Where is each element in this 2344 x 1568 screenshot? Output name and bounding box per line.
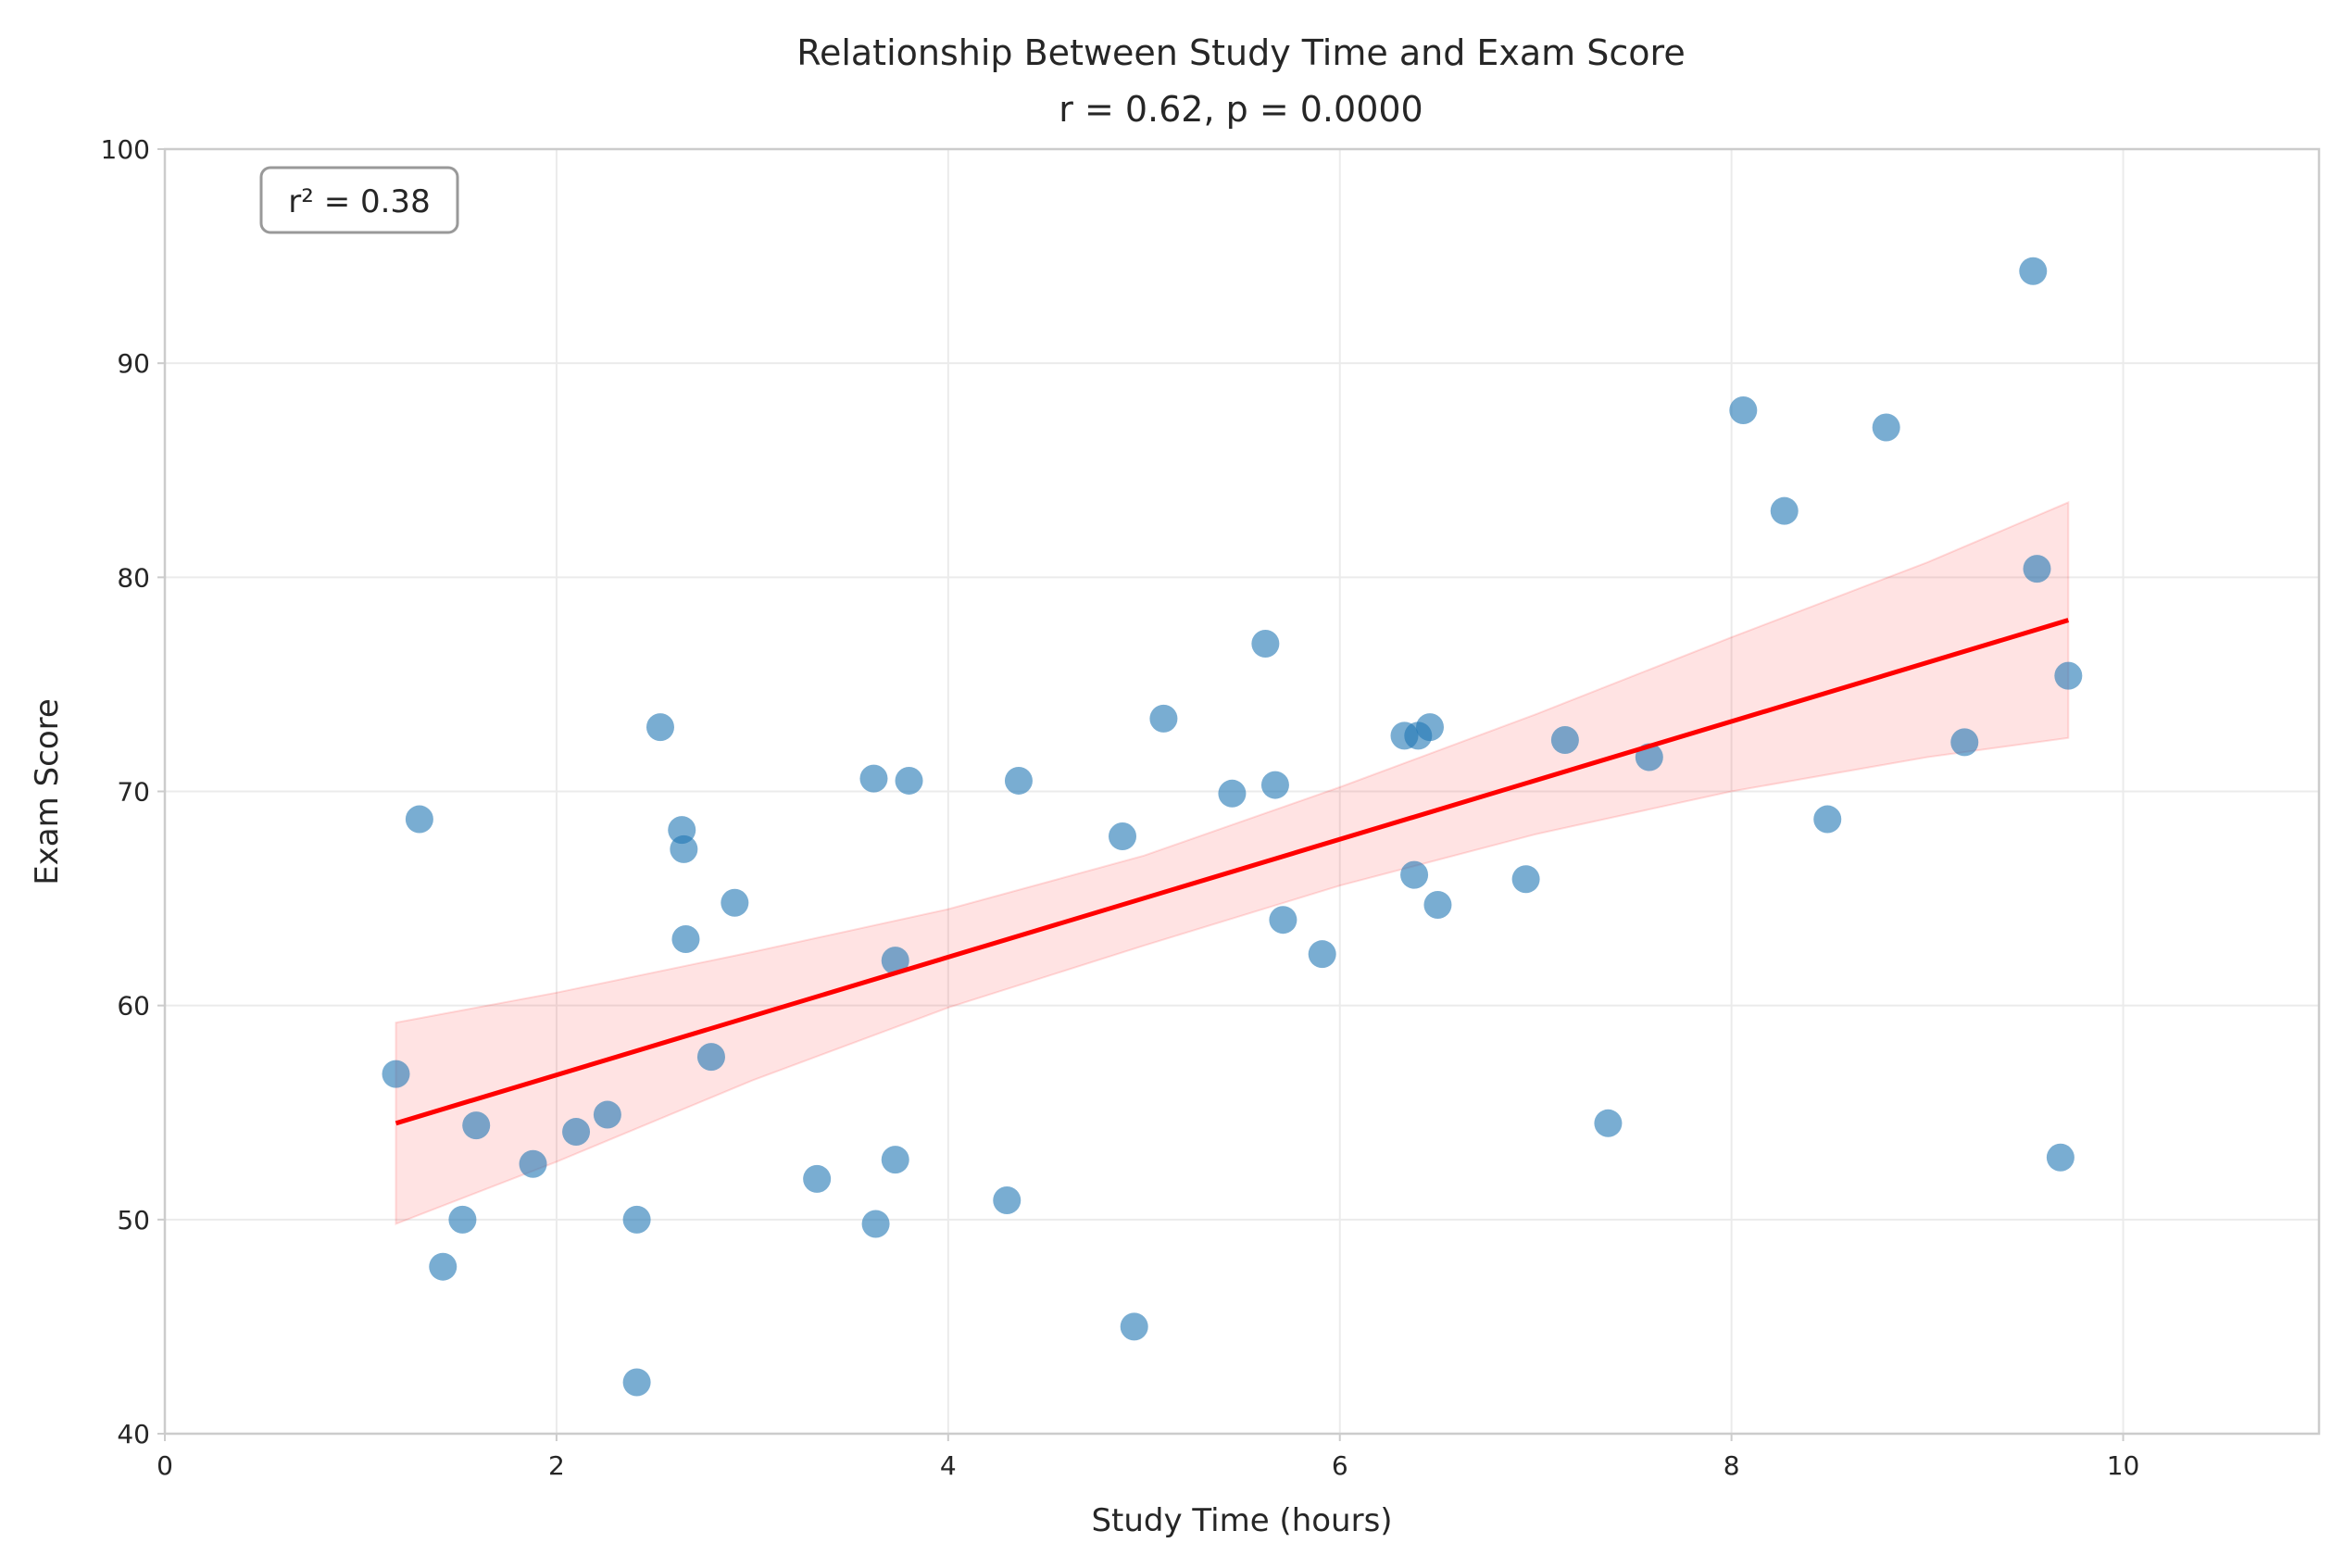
x-tick-label-5: 10	[2107, 1450, 2140, 1481]
data-point-13	[671, 925, 700, 954]
data-point-12	[670, 834, 698, 863]
x-axis-label: Study Time (hours)	[1091, 1502, 1392, 1539]
y-tick-label-4: 80	[117, 562, 150, 593]
data-point-47	[2023, 555, 2051, 583]
regression-line	[395, 618, 2070, 1126]
data-point-48	[2046, 1143, 2075, 1172]
confidence-band	[395, 500, 2070, 1225]
data-point-28	[1251, 629, 1280, 658]
data-point-27	[1218, 779, 1247, 808]
chart-title-line2: r = 0.62, p = 0.0000	[1059, 89, 1423, 130]
chart-title-line1: Relationship Between Study Time and Exam…	[796, 32, 1685, 73]
data-point-15	[721, 888, 749, 917]
data-point-42	[1770, 496, 1799, 525]
fit-line-group	[395, 618, 2070, 1126]
x-tick-label-1: 2	[548, 1450, 565, 1481]
data-point-7	[593, 1100, 621, 1129]
data-point-30	[1269, 906, 1297, 935]
data-point-16	[803, 1164, 832, 1193]
data-point-46	[2019, 257, 2048, 285]
data-point-9	[622, 1368, 651, 1397]
y-tick-label-3: 70	[117, 777, 150, 808]
y-axis-label: Exam Score	[29, 698, 66, 885]
data-point-37	[1511, 865, 1540, 894]
data-point-22	[993, 1186, 1022, 1215]
data-point-3	[448, 1205, 477, 1234]
x-axis-ticks: 0 2 4 6 8 10	[157, 1434, 2139, 1481]
x-tick-label-3: 6	[1332, 1450, 1348, 1481]
data-point-4	[462, 1111, 491, 1140]
data-point-2	[429, 1252, 458, 1281]
data-point-14	[696, 1043, 725, 1072]
data-point-20	[881, 1146, 909, 1174]
y-axis-ticks: 40 50 60 70 80 90 100	[101, 134, 165, 1449]
data-point-44	[1872, 413, 1900, 442]
y-tick-label-5: 90	[117, 348, 150, 379]
r-squared-annotation: r² = 0.38	[259, 166, 459, 234]
data-point-21	[895, 766, 923, 795]
data-point-39	[1594, 1109, 1623, 1137]
data-point-6	[562, 1118, 591, 1147]
confidence-band-group	[395, 500, 2070, 1225]
data-point-25	[1120, 1312, 1148, 1341]
data-point-43	[1813, 805, 1842, 834]
x-tick-label-4: 8	[1724, 1450, 1740, 1481]
data-point-45	[1950, 728, 1979, 757]
y-tick-label-1: 50	[117, 1205, 150, 1236]
data-point-35	[1415, 713, 1444, 742]
data-point-24	[1109, 822, 1137, 851]
data-point-18	[861, 1210, 890, 1238]
data-point-26	[1149, 704, 1178, 733]
data-point-31	[1308, 940, 1336, 969]
data-point-49	[2054, 661, 2083, 690]
data-point-29	[1260, 771, 1289, 799]
data-point-0	[382, 1060, 410, 1088]
data-point-5	[519, 1149, 547, 1178]
data-point-38	[1550, 726, 1579, 755]
y-tick-label-0: 40	[117, 1419, 150, 1449]
x-tick-label-0: 0	[157, 1450, 173, 1481]
scatter-points	[382, 257, 2083, 1397]
data-point-10	[646, 713, 674, 742]
data-point-41	[1729, 396, 1758, 425]
data-point-1	[405, 805, 433, 834]
data-point-8	[622, 1205, 651, 1234]
y-tick-label-2: 60	[117, 991, 150, 1022]
data-point-36	[1423, 891, 1452, 920]
x-tick-label-2: 4	[940, 1450, 957, 1481]
data-point-23	[1004, 766, 1033, 795]
data-point-33	[1400, 860, 1429, 889]
y-tick-label-6: 100	[101, 134, 150, 165]
annotation-text: r² = 0.38	[288, 183, 430, 220]
annotation-box	[259, 166, 459, 234]
data-point-19	[881, 947, 909, 975]
data-point-17	[859, 764, 888, 793]
